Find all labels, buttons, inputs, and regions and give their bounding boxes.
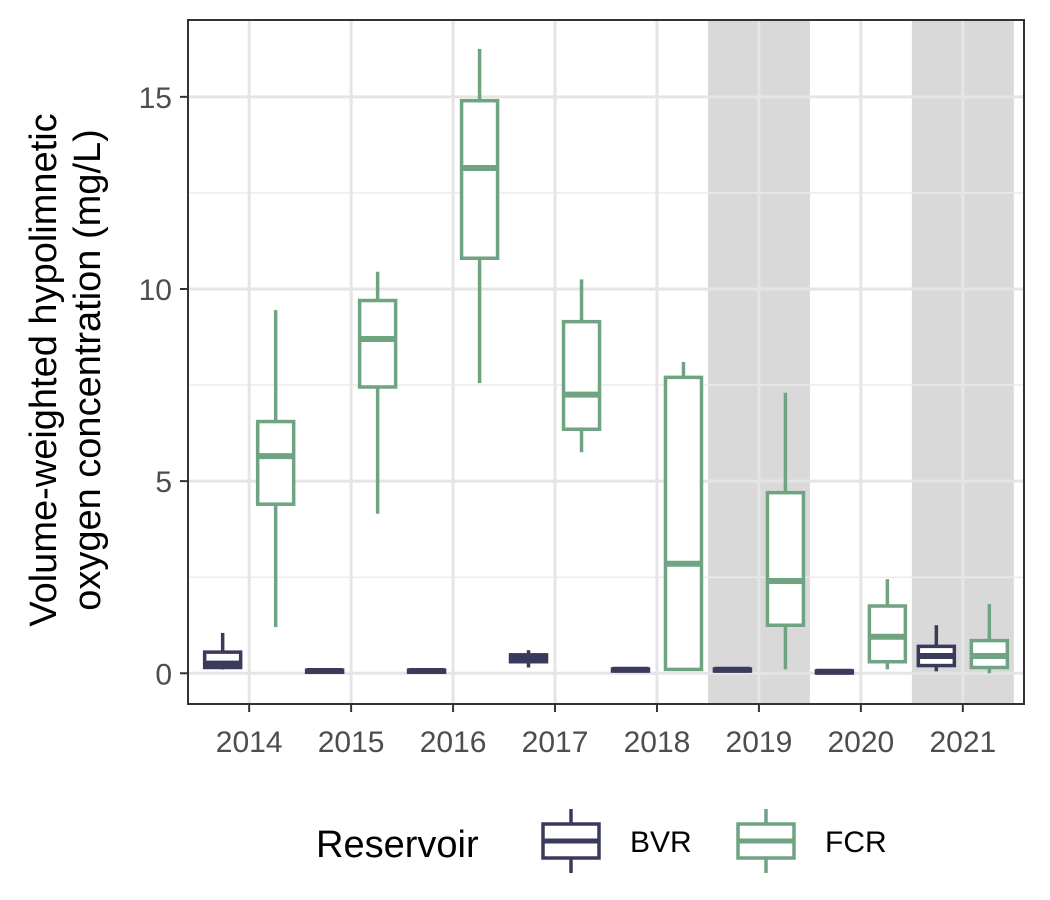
plot-area: 0 5 10 15 2014 2015 2016 2017 2018 2019 2020 2021 [139, 19, 1025, 759]
y-tick-label: 0 [155, 658, 172, 691]
box-BVR-2019 [712, 666, 753, 673]
x-tick-label: 2015 [318, 726, 385, 759]
box-FCR-2021 [969, 604, 1010, 674]
box-body [255, 419, 296, 506]
y-tick-label: 5 [155, 466, 172, 499]
legend-item-FCR: FCR [736, 809, 887, 873]
series-group [202, 48, 1010, 675]
legend-label-FCR: FCR [825, 826, 887, 859]
box-BVR-2015 [304, 667, 345, 674]
y-axis-title: Volume-weighted hypolimnetic oxygen conc… [23, 113, 109, 626]
box-FCR-2018 [663, 362, 704, 672]
y-tick-label: 10 [139, 274, 172, 307]
box-BVR-2020 [814, 668, 855, 675]
legend-key-FCR [736, 809, 796, 873]
box-FCR-2015 [357, 271, 398, 514]
x-tick-label: 2014 [216, 726, 283, 759]
box-FCR-2017 [561, 279, 602, 453]
x-tick-label: 2020 [828, 726, 895, 759]
x-tick-label: 2018 [624, 726, 691, 759]
series-BVR [202, 625, 957, 675]
box-body [459, 98, 500, 260]
y-axis-title-line-2: oxygen concentration (mg/L) [67, 129, 109, 611]
legend: Reservoir BVR FCR [316, 809, 887, 873]
legend-item-BVR: BVR [541, 809, 692, 873]
box-BVR-2014 [202, 632, 243, 670]
legend-key-BVR [541, 809, 601, 873]
box-FCR-2019 [765, 392, 806, 670]
legend-label-BVR: BVR [630, 826, 692, 859]
y-axis-title-line-1: Volume-weighted hypolimnetic [23, 113, 65, 626]
legend-title: Reservoir [316, 824, 479, 866]
box-body [663, 375, 704, 672]
box-BVR-2017 [508, 650, 549, 668]
panel-border [187, 19, 1025, 705]
box-FCR-2014 [255, 310, 296, 628]
x-tick-label: 2019 [726, 726, 793, 759]
box-BVR-2021 [916, 625, 957, 672]
box-FCR-2020 [867, 579, 908, 670]
box-body [765, 490, 806, 627]
x-tick-label: 2021 [929, 726, 996, 759]
x-tick-label: 2016 [420, 726, 487, 759]
box-BVR-2018 [610, 666, 651, 673]
box-FCR-2016 [459, 48, 500, 384]
x-tick-label: 2017 [522, 726, 589, 759]
panel-background [188, 20, 1024, 704]
grid-lines [188, 20, 1024, 704]
series-FCR [255, 48, 1010, 674]
y-tick-label: 15 [139, 82, 172, 115]
box-body [561, 319, 602, 431]
axes: 0 5 10 15 2014 2015 2016 2017 2018 2019 2020 2021 [139, 82, 997, 759]
box-BVR-2016 [406, 667, 447, 674]
box-body [357, 298, 398, 389]
